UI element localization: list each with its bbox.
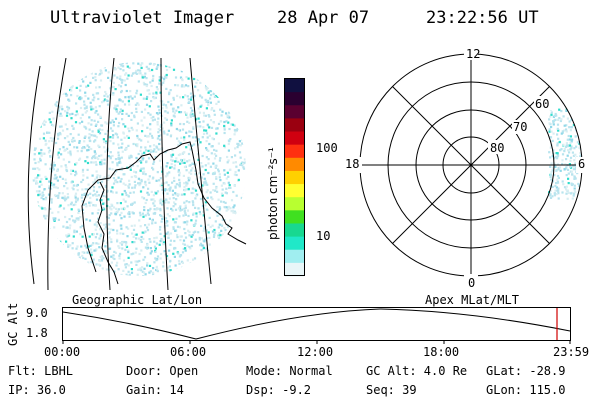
longitude-lines (27, 58, 212, 290)
ip-info: IP: 36.0 (8, 383, 66, 397)
altitude-plot (62, 307, 571, 344)
seq-info: Seq: 39 (366, 383, 417, 397)
time-tick-1800: 18:00 (423, 345, 460, 359)
date-label: 28 Apr 07 (277, 8, 370, 28)
time-tick-2359: 23:59 (553, 345, 590, 359)
time-tick-1200: 12:00 (297, 345, 334, 359)
colorbar-tick-100: 100 (316, 141, 338, 155)
mlat-label-80: 80 (490, 141, 505, 155)
mode-info: Mode: Normal (246, 364, 333, 378)
mlt-label-12: 12 (466, 47, 481, 61)
instrument-title: Ultraviolet Imager (50, 8, 235, 28)
altitude-ytick-9: 9.0 (26, 306, 48, 320)
time-label: 23:22:56 UT (426, 8, 539, 28)
mlat-label-60: 60 (535, 97, 550, 111)
gc-alt-info: GC Alt: 4.0 Re (366, 364, 468, 378)
mlt-label-18: 18 (345, 157, 360, 171)
colorbar (284, 78, 305, 277)
altitude-ylabel: GC Alt (6, 302, 20, 346)
coastline (81, 141, 247, 273)
polar-grid (344, 46, 590, 288)
mlat-label-70: 70 (513, 120, 528, 134)
time-tick-0000: 00:00 (44, 345, 81, 359)
mlt-label-6: 6 (578, 157, 586, 171)
glat-info: GLat: -28.9 (486, 364, 566, 378)
glon-info: GLon: 115.0 (486, 383, 566, 397)
auroral-emission-map (32, 62, 246, 276)
colorbar-tick-10: 10 (316, 229, 331, 243)
polar-emission-map (548, 108, 582, 200)
altitude-curve (62, 308, 571, 340)
colorbar-unit-label: photon cm⁻²s⁻¹ (266, 147, 280, 240)
polar-panel-label: Apex MLat/MLT (425, 293, 519, 307)
geographic-image (27, 58, 247, 290)
time-tick-0600: 06:00 (170, 345, 207, 359)
gain-info: Gain: 14 (126, 383, 184, 397)
door-info: Door: Open (126, 364, 199, 378)
geo-panel-label: Geographic Lat/Lon (72, 293, 203, 307)
mlt-label-0: 0 (468, 276, 476, 290)
filter-info: Flt: LBHL (8, 364, 74, 378)
altitude-ytick-1-8: 1.8 (26, 326, 48, 340)
dsp-info: Dsp: -9.2 (246, 383, 312, 397)
